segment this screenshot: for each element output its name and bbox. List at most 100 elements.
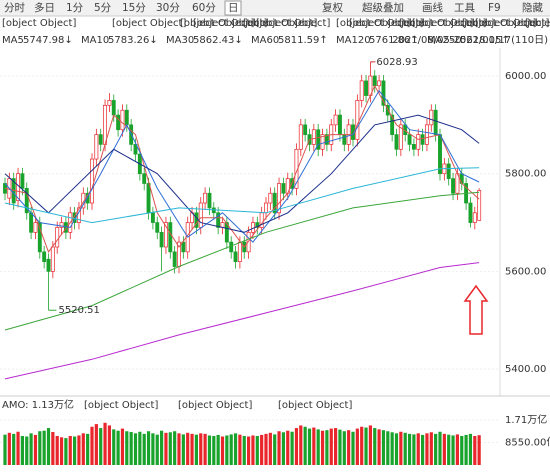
candle-body [42,251,47,262]
candle-body [268,192,273,204]
volume-bar [68,435,72,465]
toolbar-item[interactable]: 30分 [156,2,180,14]
candle-body [377,80,382,87]
candle-body [116,114,121,131]
candle-body [94,134,99,160]
volume-bar [16,431,20,465]
volume-legend: [object Object] [84,400,158,411]
volume-bar [42,430,46,465]
ma-legend-name: MA10 [81,35,109,46]
volume-bar [212,435,216,465]
candle-body [103,104,107,145]
candle-body [398,124,403,150]
volume-bar [377,429,381,465]
volume-bar [277,431,281,465]
volume-bar [116,430,120,465]
volume-bar [129,432,133,465]
selected-tab [224,0,242,16]
volume-bar [355,428,359,465]
volume-bar [220,436,225,465]
info-text: [object Object] [2,18,76,29]
toolbar-item[interactable]: 超级叠加 [362,1,404,14]
toolbar-item[interactable]: 画线 [422,1,443,14]
candle-body [237,241,242,262]
volume-bar [247,436,251,465]
date-range: 2021/08/05-2022/01/17(110日) [392,35,548,46]
toolbar-item[interactable]: 工具 [454,2,475,14]
candle-body [407,134,412,145]
toolbar-item[interactable]: 复权 [322,1,343,14]
volume-bar [7,432,11,465]
candle-body [446,163,451,179]
candle-body [111,100,116,116]
volume-bar [394,433,399,465]
candle-body [303,124,308,135]
volume-bar [429,432,433,465]
volume-bar [51,432,55,465]
toolbar-item[interactable]: 15分 [122,2,146,14]
candle-body [364,80,369,96]
volume-bar [151,433,155,465]
volume-bar [29,433,33,465]
toolbar-item[interactable]: 隐藏 [522,2,543,14]
toolbar-item[interactable]: 日 [228,2,239,14]
volume-bar [281,432,285,465]
volume-bar [33,434,38,465]
volume-bar [260,434,264,465]
volume-bar [325,430,329,465]
ma-legend-value: 5747.98↓ [23,35,73,46]
info-text: [object Object] [399,18,473,29]
ma-legend-name: MA5 [2,35,24,46]
volume-bar [233,433,238,465]
candle-body [224,222,229,243]
info-text: [object Object] [193,18,267,29]
candle-body [50,246,55,272]
volume-bar [264,433,268,465]
volume-bar [273,434,277,465]
candle-body [281,183,286,194]
volume-bar [55,435,59,465]
toolbar-bg [0,0,550,16]
volume-bar [238,434,242,465]
ma-line [4,89,480,243]
volume-bar [473,435,477,465]
candle-body [98,134,103,145]
volume-bar [120,428,125,465]
toolbar-item[interactable]: 分时 [4,2,25,14]
toolbar-item[interactable]: 1分 [66,2,84,14]
volume-bar [186,432,190,465]
volume-bar [386,431,390,465]
toolbar-item[interactable]: 5分 [94,2,112,14]
candle-body [164,222,168,248]
volume-bar [194,434,198,465]
ma-legend-value: 5783.26↓ [108,35,158,46]
toolbar-item[interactable]: 多日 [34,1,55,14]
volume-bar [425,433,429,465]
toolbar-item[interactable]: F9 [488,2,501,14]
candle-body [24,188,29,214]
candle-body [107,100,112,106]
candle-body [20,173,25,189]
volume-bar [146,431,151,465]
volume-bar [164,432,168,465]
candle-body [277,183,282,214]
info-text: [object Object] [475,18,549,29]
volume-bar [251,435,255,465]
volume-bar [94,424,98,465]
candle-body [468,202,473,223]
volume-bar [334,428,338,465]
y-tick-label: 6000.00 [505,71,546,82]
toolbar-item[interactable]: 60分 [192,2,216,14]
volume-bar [112,429,116,465]
ma-legend-value: 5862.43↓ [193,35,243,46]
candle-body [333,114,338,126]
volume-bar [216,434,220,465]
volume-bar [307,428,312,465]
volume-bar [268,432,272,465]
y-tick-label: 5800.00 [505,169,546,180]
volume-bar [199,433,203,465]
ma-line [4,114,480,233]
volume-bar [434,433,438,465]
candle-body [46,258,51,272]
info-text: [object Object] [180,18,254,29]
